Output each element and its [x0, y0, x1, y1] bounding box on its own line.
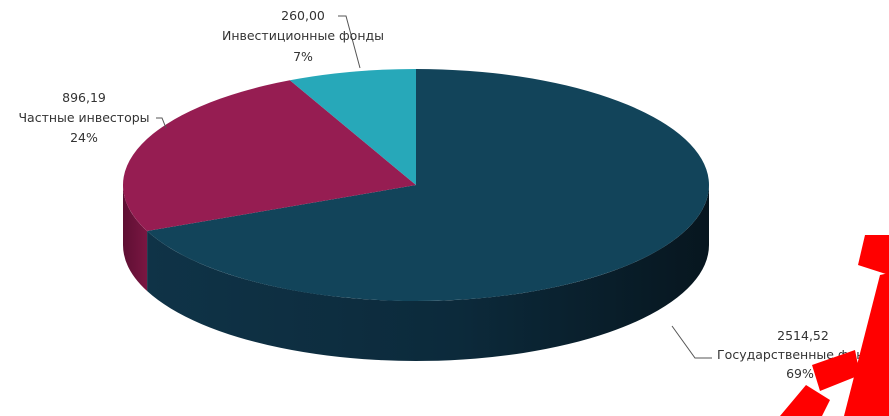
leader-line-private-investors: [156, 117, 167, 129]
pie-slice-private-investors: [122, 80, 416, 232]
watermark-stroke-2: [844, 273, 889, 416]
slice-label-private-investors: 896,19 Частные инвесторы 24%: [18, 90, 167, 145]
value-label-private-investors: 896,19: [62, 90, 106, 105]
category-label-private-investors: Частные инвесторы: [18, 110, 149, 125]
pie-side-state-funds: [147, 185, 709, 362]
leader-line-state-funds: [671, 325, 712, 359]
leader-line-investment-funds: [338, 15, 361, 69]
pie-slice-state-funds: [147, 69, 709, 301]
category-label-investment-funds: Инвестиционные фонды: [222, 28, 384, 43]
pie-side-private-investors: [123, 185, 148, 292]
watermark-stroke-1: [858, 235, 889, 275]
watermark-stroke-3: [812, 350, 860, 391]
pie-slices: [122, 69, 709, 301]
percent-label-investment-funds: 7%: [293, 49, 313, 64]
watermark-stroke-4: [780, 385, 830, 416]
value-label-state-funds: 2514,52: [777, 328, 829, 343]
value-label-investment-funds: 260,00: [281, 8, 325, 23]
corner-watermark: [780, 235, 889, 416]
pie-3d-sides: [123, 185, 709, 362]
percent-label-private-investors: 24%: [70, 130, 98, 145]
pie-slice-investment-funds: [289, 69, 416, 185]
slice-label-investment-funds: 260,00 Инвестиционные фонды 7%: [222, 8, 384, 69]
percent-label-state-funds: 69%: [786, 366, 814, 381]
